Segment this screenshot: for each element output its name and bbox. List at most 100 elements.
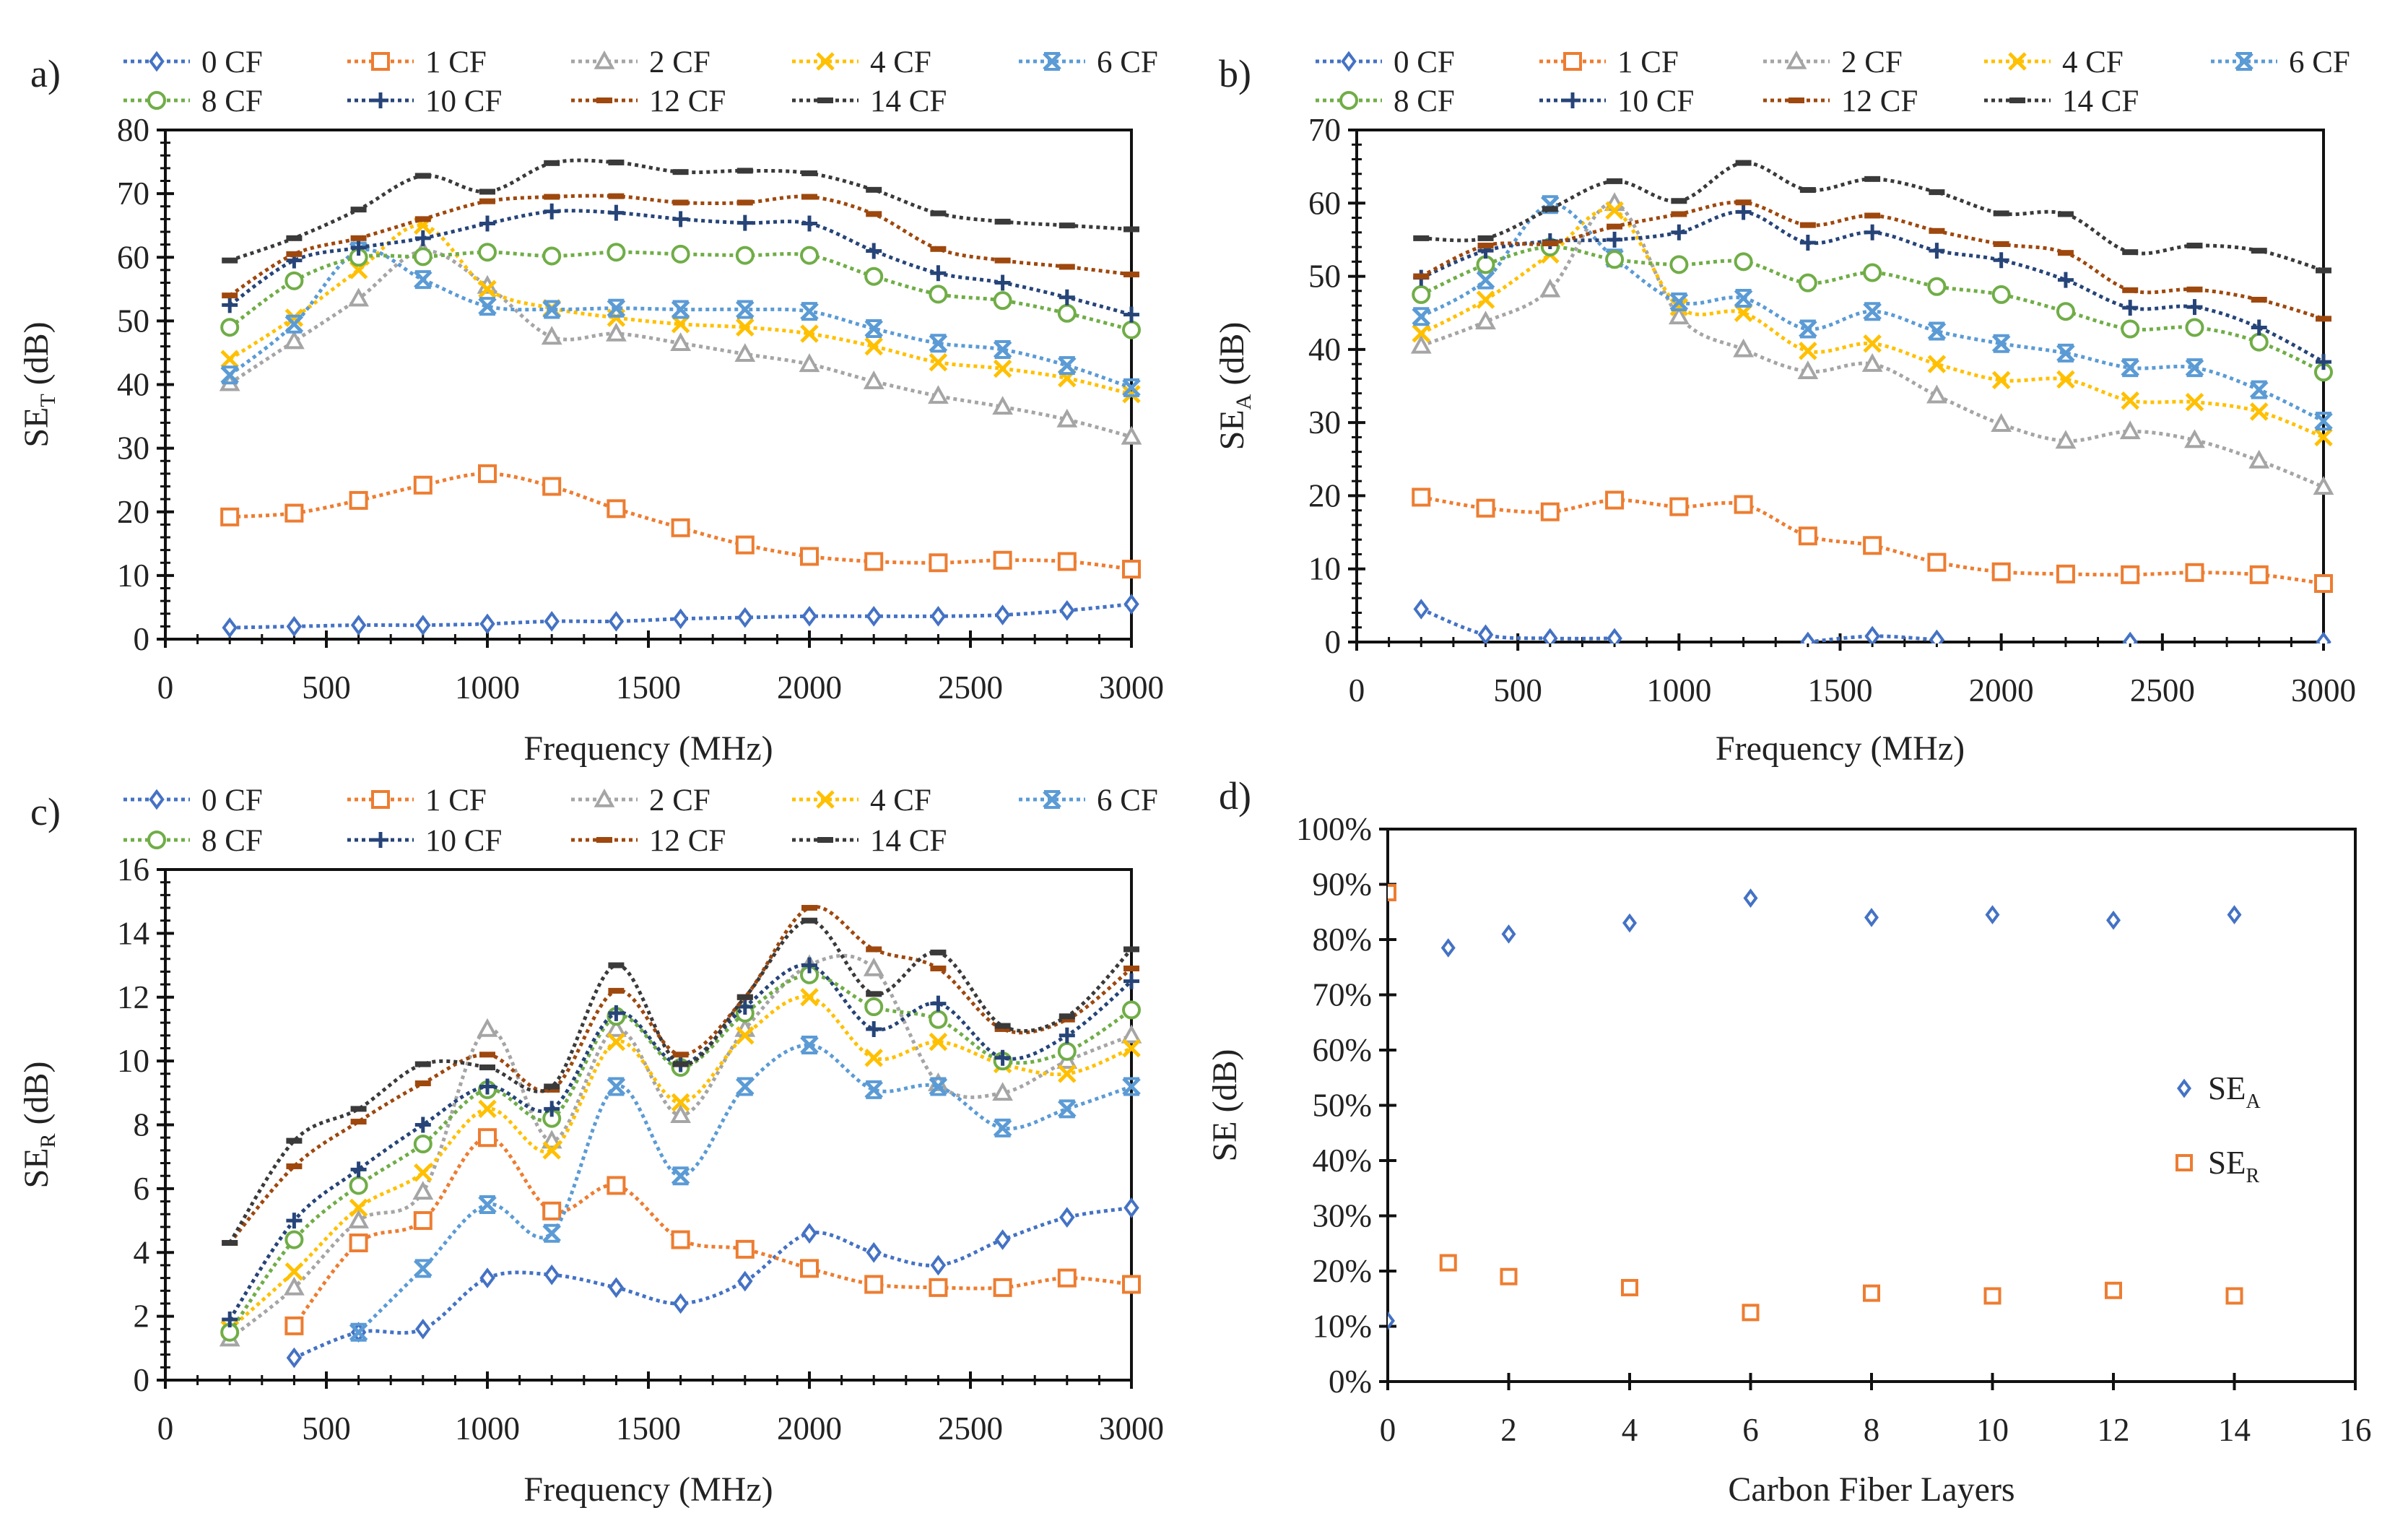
circle-marker	[413, 1135, 433, 1154]
star-bars	[1671, 292, 1687, 312]
data-point	[350, 1161, 367, 1178]
square-marker	[1388, 883, 1396, 901]
square-marker	[349, 490, 368, 510]
data-point	[864, 997, 884, 1017]
square-marker	[1439, 1254, 1457, 1272]
x-tick-label: 10	[1976, 1412, 2009, 1448]
data-point	[2122, 249, 2139, 256]
data-point	[929, 1278, 948, 1297]
data-point	[608, 1005, 625, 1021]
star-bars	[286, 314, 303, 334]
star-bars	[866, 1080, 882, 1099]
data-point	[2249, 565, 2269, 584]
circle-marker	[2056, 302, 2075, 321]
circle-marker	[413, 247, 433, 266]
x-tick-label: 0	[1380, 1412, 1396, 1448]
star-bars	[544, 1223, 560, 1243]
dash-marker	[350, 235, 367, 241]
dash-marker	[866, 186, 882, 193]
legend-marker	[149, 51, 165, 72]
data-point	[1412, 307, 1431, 326]
data-point	[1622, 913, 1637, 933]
data-point	[2316, 316, 2331, 322]
data-point	[222, 1312, 238, 1328]
triangle-marker	[863, 370, 884, 389]
triangle-marker	[541, 1130, 562, 1149]
data-point	[737, 607, 753, 628]
data-point	[1059, 1013, 1075, 1020]
data-point	[672, 211, 689, 227]
data-point	[286, 1163, 303, 1169]
data-point	[1797, 360, 1819, 380]
data-point	[1734, 495, 1753, 514]
data-point	[992, 396, 1013, 415]
y-axis-title: SEA (dB)	[1213, 322, 1256, 451]
data-point	[350, 615, 367, 636]
circle-marker	[1669, 255, 1689, 274]
data-point	[477, 1018, 498, 1037]
data-point	[220, 365, 239, 385]
dash-marker	[608, 962, 625, 968]
x-tick-label: 500	[302, 669, 351, 706]
circle-marker	[864, 266, 884, 286]
data-point	[928, 385, 949, 404]
plus-marker	[608, 1005, 625, 1021]
plus-marker	[736, 214, 753, 231]
dash-marker	[994, 1026, 1011, 1032]
x-marker	[1122, 1039, 1141, 1058]
data-point	[1991, 413, 2012, 432]
x-marker	[1863, 302, 1882, 321]
x-marker	[1412, 307, 1431, 326]
series-line	[292, 1135, 1132, 1327]
y-tick-label: 30	[1308, 404, 1341, 441]
triangle-marker	[412, 1181, 434, 1200]
data-point	[479, 613, 495, 635]
data-point	[672, 1293, 689, 1314]
legend-item: 2 CF	[571, 45, 710, 79]
plus-marker	[1607, 231, 1623, 248]
x-marker	[2121, 391, 2139, 410]
data-point	[542, 1201, 562, 1221]
data-point	[349, 1322, 368, 1342]
data-point	[1059, 222, 1075, 229]
star-bars	[1542, 195, 1558, 214]
legend-label: 6 CF	[1097, 45, 1158, 79]
triangle-marker	[2119, 420, 2141, 440]
legend-marker	[2008, 52, 2027, 71]
series-14-CF	[222, 158, 1139, 264]
triangle-marker	[2248, 449, 2270, 469]
data-point	[736, 994, 753, 1000]
data-point	[479, 215, 495, 232]
panel-label: c)	[30, 790, 61, 833]
y-tick-label: 80%	[1313, 922, 1373, 958]
data-point	[1057, 303, 1077, 323]
data-point	[607, 1077, 626, 1096]
square-marker	[1742, 1304, 1760, 1322]
diamond-marker	[1059, 600, 1075, 621]
triangle-marker	[734, 343, 756, 362]
data-point	[735, 246, 755, 265]
data-point	[1734, 252, 1753, 272]
data-point	[1927, 355, 1947, 373]
circle-marker	[1057, 1041, 1077, 1061]
data-point	[1861, 352, 1883, 372]
data-point	[1123, 973, 1139, 989]
legend-marker	[2177, 1078, 2191, 1098]
y-tick-label: 4	[134, 1234, 150, 1270]
x-marker	[671, 1093, 690, 1112]
data-point	[736, 1077, 755, 1096]
star-bars	[801, 302, 817, 321]
x-marker	[1799, 342, 1817, 360]
data-point	[671, 244, 690, 264]
y-tick-label: 70	[1308, 112, 1341, 148]
x-marker	[542, 300, 561, 319]
legend-item: 2 CF	[571, 784, 710, 818]
x-marker	[993, 1119, 1012, 1137]
legend-label: 2 CF	[649, 784, 710, 818]
data-point	[800, 302, 819, 321]
y-axis-title-subscript: T	[36, 394, 60, 407]
y-axis-title-main: SE	[1206, 1121, 1244, 1161]
plus-marker	[2186, 299, 2203, 316]
x-marker	[2121, 358, 2139, 377]
